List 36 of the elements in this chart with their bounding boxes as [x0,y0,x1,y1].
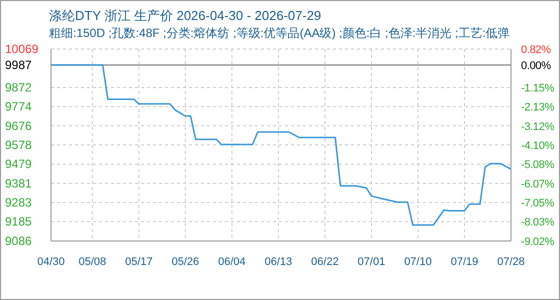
x-tick-label: 04/30 [37,256,65,268]
y2-tick-label: -2.13% [521,102,555,114]
x-tick-label: 07/10 [404,256,432,268]
y-tick-label: 9987 [5,58,32,72]
chart-title: 涤纶DTY 浙江 生产价 2026-04-30 - 2026-07-29 [49,7,322,25]
y-tick-label: 10069 [5,42,39,56]
y2-tick-label: -6.07% [521,178,555,190]
x-tick-label: 06/13 [264,256,292,268]
y-tick-label: 9774 [5,100,32,114]
y-tick-label: 9479 [5,157,32,172]
chart-subtitle: 粗细:150D ;孔数:48F ;分类:熔体纺 ;等级:优等品(AA级) ;颜色:白 ;色泽:半消光 ;工艺:低弹 [49,25,510,42]
y2-tick-label: -1.15% [521,82,555,94]
y2-tick-label: 0.82% [521,44,552,56]
x-tick-label: 06/22 [311,256,339,268]
x-tick-label: 07/28 [497,256,525,268]
x-tick-label: 05/08 [78,256,106,268]
y-tick-label: 9381 [5,176,32,190]
x-tick-label: 05/17 [125,256,153,268]
y-tick-label: 9185 [5,214,32,229]
y-tick-label: 9872 [5,80,32,94]
y-tick-label: 9578 [5,138,32,152]
x-tick-label: 07/19 [450,256,478,268]
y2-tick-label: 0.00% [521,60,552,72]
y2-tick-label: -8.03% [521,216,555,229]
y2-tick-label: -4.10% [521,140,555,152]
x-tick-label: 07/01 [358,256,386,268]
y-tick-label: 9676 [5,118,32,133]
y-tick-label: 9283 [5,196,32,210]
y-tick-label: 9086 [5,234,32,248]
x-tick-label: 05/26 [172,256,200,268]
y2-tick-label: -3.12% [521,120,555,133]
y2-tick-label: -7.05% [521,198,555,210]
y2-tick-label: -9.02% [521,236,555,248]
line-series [51,64,511,226]
y2-tick-label: -5.08% [521,159,555,172]
x-tick-label: 06/04 [218,256,246,268]
